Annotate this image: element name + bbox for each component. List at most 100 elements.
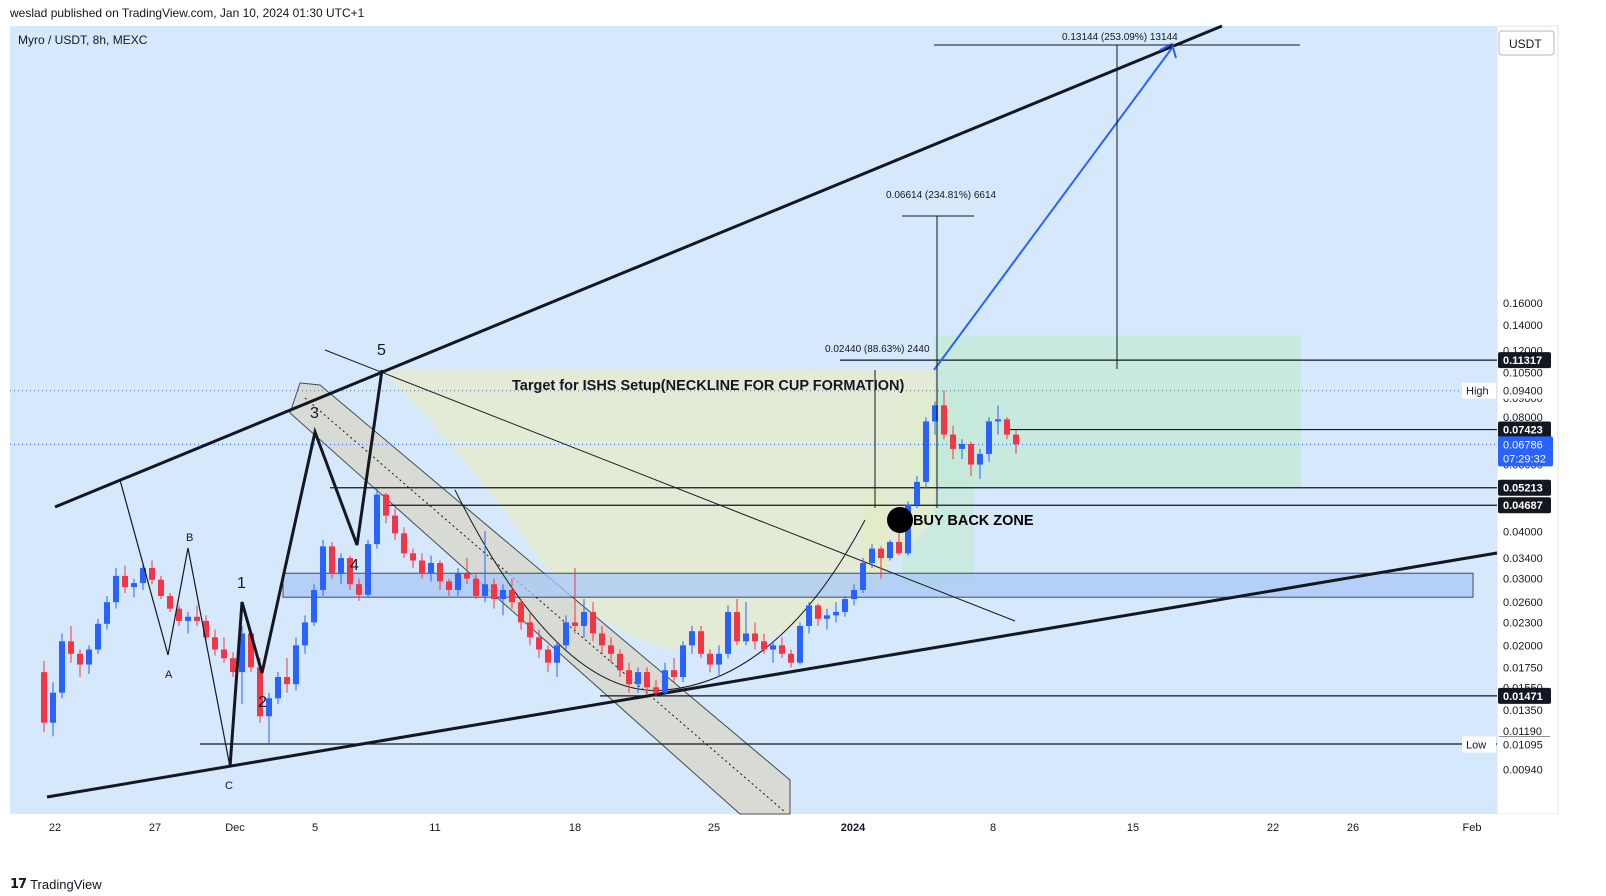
buy-back-zone: [282, 572, 1474, 598]
candle-body: [77, 653, 83, 665]
lower-trendline: [46, 551, 1498, 799]
x-tick-label: 11: [429, 822, 440, 834]
y-tick-label: 0.00940: [1503, 765, 1543, 777]
candle-body: [878, 548, 884, 559]
side-tag-label: Low: [1466, 739, 1486, 751]
candle-body: [590, 611, 596, 634]
candle-body: [320, 546, 326, 590]
candle-body: [977, 453, 983, 465]
projection-arrow: [933, 47, 1173, 371]
candle-body: [896, 541, 902, 554]
x-tick-label: 2024: [841, 822, 866, 834]
candle-body: [95, 623, 101, 650]
candle-body: [923, 421, 929, 482]
candle-body: [635, 672, 641, 685]
candle-body: [131, 583, 137, 588]
candle-body: [563, 622, 569, 646]
price-tag-label: 0.07423: [1503, 425, 1543, 437]
candle-body: [995, 419, 1001, 422]
candle-body: [149, 568, 155, 580]
candle-body: [329, 546, 335, 574]
side-tag: [1462, 736, 1496, 753]
candle-body: [500, 589, 506, 600]
candle-body: [968, 443, 974, 465]
candle-body: [743, 633, 749, 642]
candle-body: [383, 494, 389, 516]
candle-body: [212, 637, 218, 650]
candle-body: [788, 653, 794, 663]
candle-body: [734, 611, 740, 642]
candle-body: [446, 581, 452, 590]
wave-label-5: 5: [377, 342, 386, 359]
candle-body: [716, 653, 722, 665]
candle-body: [311, 589, 317, 623]
measure-label-1: 0.13144 (253.09%) 13144: [1062, 32, 1178, 43]
descending-channel: [289, 382, 791, 815]
measure-label-2: 0.06614 (234.81%) 6614: [886, 190, 997, 201]
candle-body: [842, 599, 848, 612]
candle-body: [248, 633, 254, 668]
entry-dot: [887, 507, 913, 533]
candle-body: [491, 584, 497, 600]
candle-body: [770, 645, 776, 650]
candle-body: [266, 698, 272, 717]
candle-body: [914, 481, 920, 505]
symbol-title: Myro / USDT, 8h, MEXC: [18, 33, 148, 47]
projection-arrow-head: [1159, 42, 1177, 59]
neckline-label: Target for ISHS Setup(NECKLINE FOR CUP F…: [512, 378, 904, 394]
price-tag: [1498, 687, 1551, 704]
price-tag: [1498, 497, 1551, 514]
side-tag-label: High: [1466, 386, 1489, 398]
channel-midline: [304, 397, 786, 813]
descending-trendline: [324, 349, 1016, 622]
candle-body: [518, 602, 524, 623]
candle-body: [662, 670, 668, 693]
candle-body: [680, 645, 686, 678]
candle-body: [50, 692, 56, 723]
candle-body: [401, 533, 407, 554]
candle-body: [365, 544, 371, 595]
candle-body: [428, 562, 434, 574]
candle-body: [752, 633, 758, 642]
price-tag: [1498, 736, 1551, 753]
candle-body: [860, 562, 866, 590]
candle-body: [275, 677, 281, 699]
x-tick-label: 5: [312, 822, 318, 834]
x-tick-label: Feb: [1463, 822, 1482, 834]
candle-body: [410, 553, 416, 561]
candle-body: [959, 443, 965, 449]
price-tag-label: 0.01095: [1503, 739, 1543, 751]
candle-body: [779, 645, 785, 654]
candle-body: [851, 589, 857, 600]
candle-body: [626, 670, 632, 685]
candle-body: [950, 434, 956, 449]
candle-body: [527, 622, 533, 638]
candle-body: [59, 641, 65, 693]
x-tick-label: 25: [708, 822, 720, 834]
candle-body: [689, 631, 695, 646]
candle-body: [392, 515, 398, 534]
price-tag-label: 0.11317: [1503, 355, 1542, 367]
candle-body: [545, 649, 551, 663]
candle-body: [797, 625, 803, 663]
price-tag-label: 0.05213: [1503, 483, 1543, 495]
candle-body: [455, 573, 461, 590]
y-tick-label: 0.02300: [1503, 617, 1543, 629]
buy-zone-label: BUY BACK ZONE: [913, 513, 1034, 529]
abc-label-C: C: [225, 780, 233, 792]
wave-label-1: 1: [237, 575, 246, 592]
y-tick-label: 0.04000: [1503, 526, 1543, 538]
candle-body: [437, 562, 443, 582]
candle-body: [581, 611, 587, 626]
x-tick-label: 26: [1347, 822, 1359, 834]
price-tag-label: 0.01471: [1503, 691, 1543, 703]
y-tick-label: 0.14000: [1503, 320, 1543, 332]
brand-name: TradingView: [30, 876, 102, 892]
candle-body: [653, 687, 659, 693]
abc-wave-line: [119, 479, 231, 768]
candle-body: [707, 653, 713, 665]
candle-body: [509, 589, 515, 603]
candle-body: [302, 622, 308, 646]
candle-body: [671, 670, 677, 678]
